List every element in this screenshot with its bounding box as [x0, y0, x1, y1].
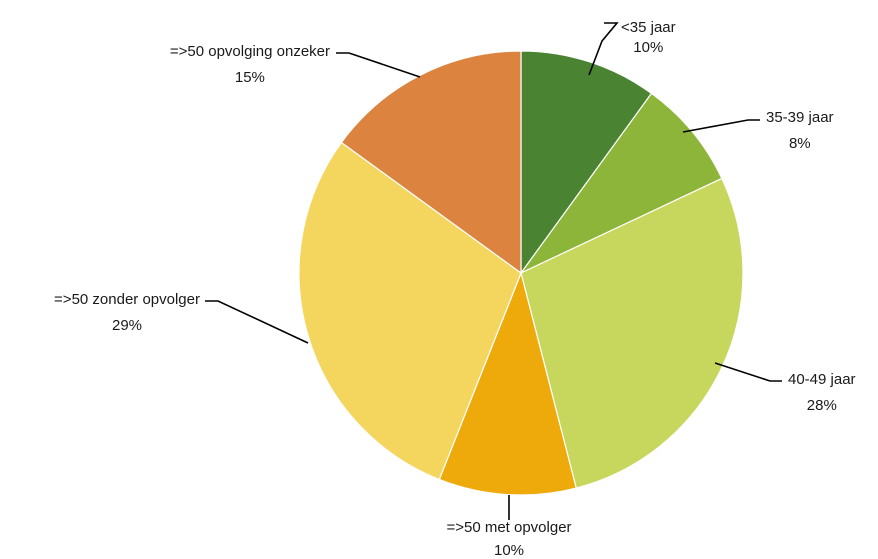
leader-line: [682, 119, 760, 133]
leader-line: [205, 300, 309, 344]
leader-lines: [205, 22, 782, 520]
slice-category-label: =>50 opvolging onzeker: [170, 43, 330, 60]
slice-percent-label: 8%: [789, 135, 811, 152]
pie-slice: [520, 92, 723, 274]
slice-percent-label: 29%: [112, 317, 142, 334]
pie-slice: [298, 141, 522, 481]
slice-category-label: =>50 zonder opvolger: [54, 291, 200, 308]
slice-category-label: 35-39 jaar: [766, 109, 834, 126]
pie-slice: [438, 271, 577, 496]
slice-percent-label: 10%: [633, 39, 663, 56]
pie-slice: [520, 177, 744, 489]
slice-category-label: 40-49 jaar: [788, 371, 856, 388]
slice-percent-label: 15%: [235, 69, 265, 86]
leader-line: [714, 362, 782, 382]
slice-percent-label: 10%: [494, 542, 524, 559]
pie-slice: [340, 50, 522, 275]
pie-slices: [298, 50, 744, 496]
pie-slice: [520, 50, 653, 275]
slice-category-label: =>50 met opvolger: [446, 519, 571, 536]
slice-category-label: <35 jaar: [621, 19, 676, 36]
leader-line: [336, 52, 421, 78]
slice-labels: <35 jaar 10% 35-39 jaar 8% 40-49 jaar 28% =>50…: [54, 19, 856, 559]
leader-line: [588, 22, 619, 76]
slice-percent-label: 28%: [807, 397, 837, 414]
